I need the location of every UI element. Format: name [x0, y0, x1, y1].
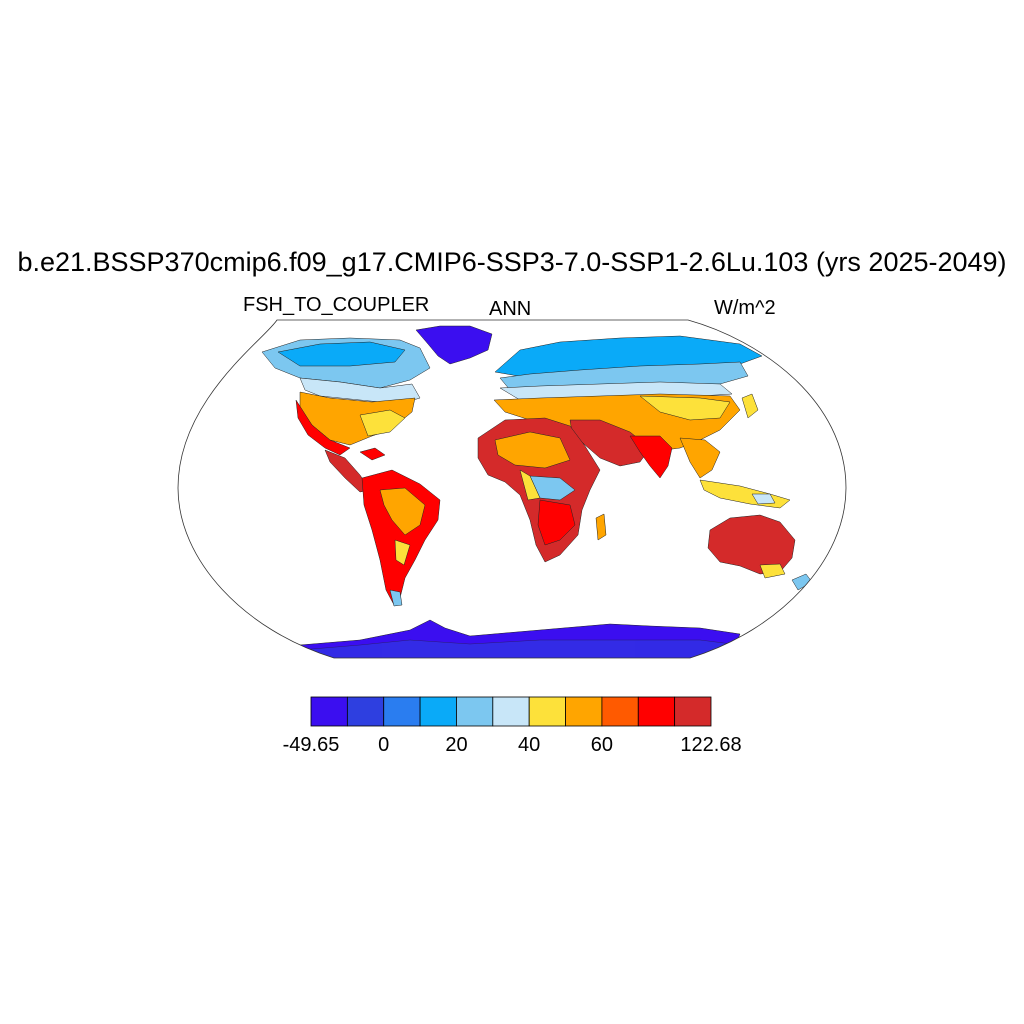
colorbar-label: 40	[518, 734, 541, 756]
units-label: W/m^2	[714, 297, 776, 319]
southeast-asia	[679, 437, 721, 479]
greenland	[415, 325, 493, 365]
colorbar-box-5	[492, 696, 530, 727]
colorbar-label: 60	[590, 734, 614, 756]
north-america-yellow	[359, 409, 406, 437]
japan	[741, 393, 759, 419]
colorbar-box-9	[637, 696, 676, 727]
colorbar-label: 20	[445, 734, 468, 756]
india	[629, 435, 673, 479]
madagascar	[595, 513, 607, 541]
colorbar-box-8	[601, 696, 639, 727]
land-fields	[261, 325, 813, 658]
new-zealand	[791, 573, 813, 591]
map-title: b.e21.BSSP370cmip6.f09_g17.CMIP6-SSP3-7.…	[17, 247, 1007, 277]
south-america-tip	[389, 589, 403, 607]
eurasia-yellow	[639, 395, 731, 421]
indonesia	[699, 479, 791, 509]
africa-sahara-orange	[494, 431, 571, 469]
season-label: ANN	[489, 298, 532, 320]
africa-south-orange	[537, 499, 576, 546]
colorbar-box-6	[528, 696, 566, 727]
north-america-hot	[295, 399, 351, 456]
colorbar-box-3	[419, 696, 457, 727]
colorbar-label: 122.68	[680, 734, 742, 756]
colorbar-box-10	[674, 696, 712, 727]
indonesia-pale	[751, 493, 776, 505]
colorbar-box-0	[310, 696, 348, 727]
colorbar-box-1	[346, 696, 385, 727]
antarctica-band	[299, 639, 741, 658]
colorbar-label: 0	[378, 734, 390, 756]
africa-equator-yellow	[519, 469, 541, 501]
colorbar	[310, 696, 712, 727]
colorbar-label: -49.65	[282, 734, 340, 756]
south-america-orange	[379, 487, 426, 536]
north-america-sky	[277, 341, 406, 367]
australia	[707, 514, 796, 575]
colorbar-box-2	[383, 696, 421, 727]
caribbean	[359, 447, 386, 461]
colorbar-box-4	[456, 696, 494, 727]
colorbar-box-7	[565, 696, 603, 727]
variable-label: FSH_TO_COUPLER	[243, 294, 430, 316]
map-boundary	[177, 319, 847, 659]
south-america-yellow	[394, 539, 411, 566]
australia-south-yellow	[759, 563, 786, 579]
